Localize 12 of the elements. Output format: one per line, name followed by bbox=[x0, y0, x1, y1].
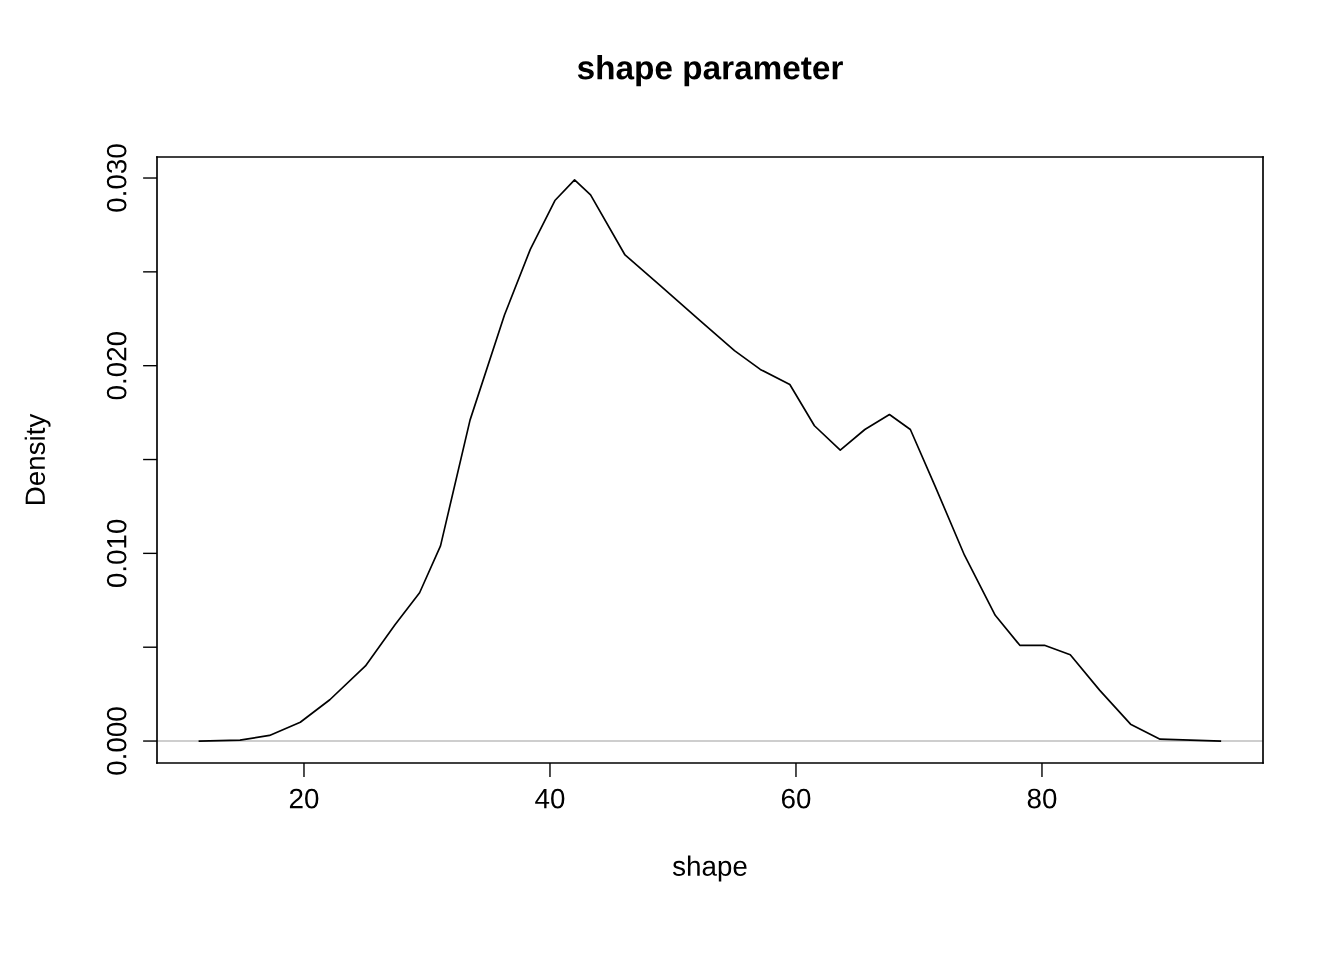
x-tick-label: 20 bbox=[289, 788, 319, 809]
y-tick-label: 0.030 bbox=[106, 144, 127, 212]
x-tick-label: 60 bbox=[781, 788, 811, 809]
x-tick-label: 80 bbox=[1027, 788, 1057, 809]
x-axis-title: shape bbox=[672, 855, 747, 882]
y-tick-label: 0.000 bbox=[106, 707, 127, 775]
y-tick-label: 0.010 bbox=[106, 519, 127, 588]
y-axis-title: Density bbox=[24, 413, 51, 505]
line-series bbox=[198, 179, 1222, 742]
x-tick-label: 40 bbox=[535, 788, 565, 809]
y-tick-label: 0.020 bbox=[106, 332, 127, 400]
chart-title: shape parameter bbox=[577, 55, 843, 87]
